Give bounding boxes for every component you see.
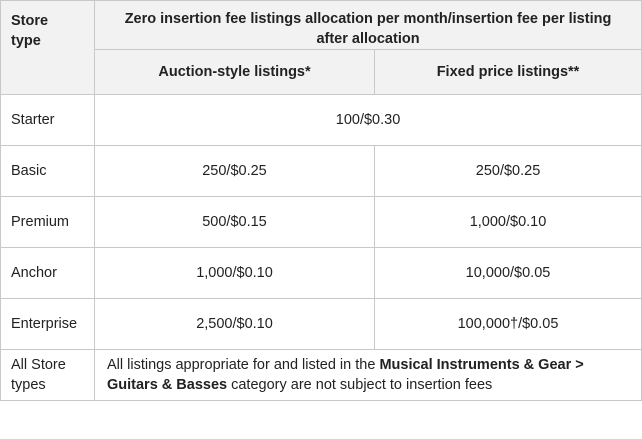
auction-fee-cell: 2,500/$0.10 [94, 298, 375, 350]
fixed-fee-cell: 10,000/$0.05 [373, 247, 642, 299]
table-row: Enterprise 2,500/$0.10 100,000†/$0.05 [0, 298, 642, 350]
table-row: All Store types All listings appropriate… [0, 349, 642, 401]
all-types-label-line1: All Store [11, 357, 66, 373]
fixed-fee-cell: 100,000†/$0.05 [373, 298, 642, 350]
store-type-header-line1: Store [11, 13, 49, 29]
table-row: Starter 100/$0.30 [0, 94, 642, 146]
fixed-fee-cell: 1,000/$0.10 [373, 196, 642, 248]
note-suffix: category are not subject to insertion fe… [227, 377, 493, 393]
auction-fee-cell: 500/$0.15 [94, 196, 375, 248]
store-fees-table: Store type Zero insertion fee listings a… [0, 0, 642, 401]
fixed-fee-cell: 250/$0.25 [373, 145, 642, 197]
note-category: Musical Instruments & Gear > Guitars & B… [107, 357, 584, 393]
subheader-row: Auction-style listings* Fixed price list… [1, 49, 642, 95]
store-type-cell: Starter [0, 94, 95, 146]
auction-fee-cell: 250/$0.25 [94, 145, 375, 197]
store-type-cell: All Store types [0, 349, 95, 401]
exemption-note: All listings appropriate for and listed … [93, 349, 642, 401]
table-row: Anchor 1,000/$0.10 10,000/$0.05 [0, 247, 642, 299]
store-type-cell: Basic [0, 145, 95, 197]
store-type-cell: Anchor [0, 247, 95, 299]
table-row: Basic 250/$0.25 250/$0.25 [0, 145, 642, 197]
store-type-header-line2: type [11, 33, 41, 49]
allocation-header: Zero insertion fee listings allocation p… [93, 0, 642, 50]
header-row: Store type Zero insertion fee listings a… [0, 0, 642, 95]
store-type-cell: Premium [0, 196, 95, 248]
auction-column-header: Auction-style listings* [94, 49, 375, 95]
fixed-column-header: Fixed price listings** [373, 49, 642, 95]
store-type-cell: Enterprise [0, 298, 95, 350]
auction-fee-cell: 1,000/$0.10 [94, 247, 375, 299]
table-row: Premium 500/$0.15 1,000/$0.10 [0, 196, 642, 248]
store-type-header: Store type [0, 0, 95, 95]
all-types-label-line2: types [11, 377, 46, 393]
note-prefix: All listings appropriate for and listed … [107, 357, 380, 373]
combined-fee-cell: 100/$0.30 [93, 94, 642, 146]
